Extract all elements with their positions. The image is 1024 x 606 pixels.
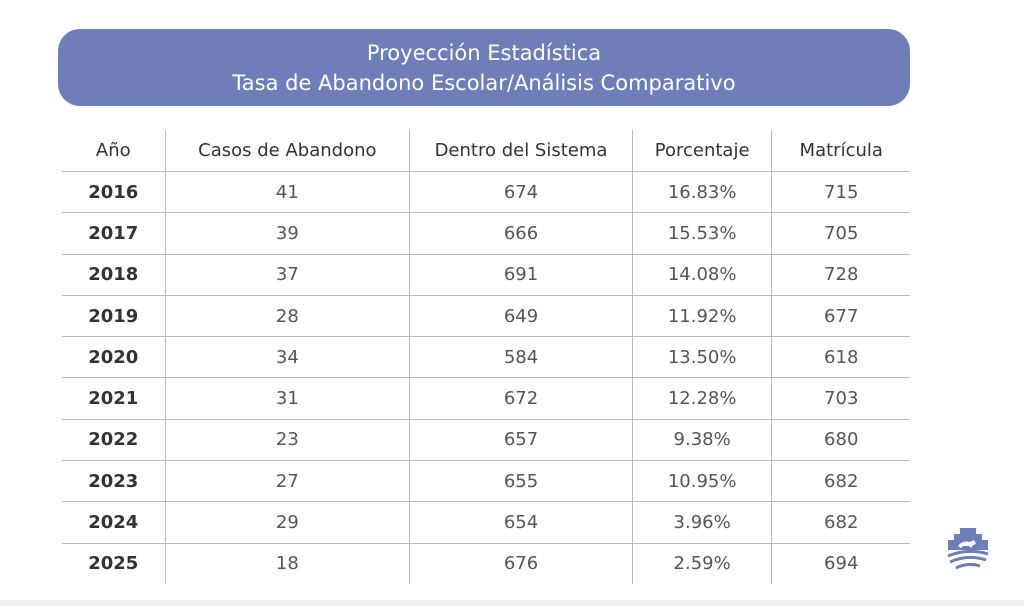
cell-dropout-cases: 29 [164, 501, 410, 544]
cell-year: 2022 [62, 418, 166, 461]
cell-dropout-cases: 23 [164, 418, 410, 461]
cell-year: 2024 [62, 501, 166, 544]
cell-year: 2018 [62, 253, 166, 296]
cell-in-system: 672 [409, 377, 633, 420]
column-header-percentage: Porcentaje [631, 130, 772, 172]
title-banner: Proyección Estadística Tasa de Abandono … [58, 29, 910, 106]
cell-percentage: 13.50% [631, 336, 772, 378]
table-row: 2017 39 666 15.53% 705 [62, 212, 910, 255]
cell-year: 2020 [62, 336, 166, 378]
title-line-1: Proyección Estadística [366, 40, 602, 65]
cell-in-system: 691 [409, 253, 633, 296]
cell-enrollment: 677 [771, 294, 910, 337]
cell-dropout-cases: 39 [164, 212, 410, 255]
column-header-year: Año [95, 140, 131, 161]
cell-in-system: 655 [409, 460, 633, 502]
cell-percentage: 15.53% [631, 212, 772, 255]
column-header-enrollment: Matrícula [771, 130, 910, 172]
cell-year: 2023 [62, 460, 166, 502]
cell-percentage: 10.95% [631, 460, 772, 502]
cell-enrollment: 682 [771, 501, 910, 544]
cell-dropout-cases: 37 [164, 253, 410, 296]
cell-enrollment: 728 [771, 253, 910, 296]
cell-in-system: 584 [409, 336, 633, 378]
table-header-row: Año Casos de Abandono Dentro del Sistema… [62, 130, 910, 172]
cell-percentage: 9.38% [631, 418, 772, 461]
title-line-2: Tasa de Abandono Escolar/Análisis Compar… [232, 70, 736, 95]
cell-year: 2021 [62, 377, 166, 420]
column-header-in-system: Dentro del Sistema [409, 130, 633, 172]
table-row: 2019 28 649 11.92% 677 [62, 294, 910, 337]
cell-enrollment: 618 [771, 336, 910, 378]
cell-enrollment: 682 [771, 460, 910, 502]
cell-percentage: 16.83% [631, 170, 772, 213]
institution-logo-icon [947, 528, 989, 570]
table-row: 2023 27 655 10.95% 682 [62, 460, 910, 502]
cell-in-system: 674 [409, 170, 633, 213]
cell-dropout-cases: 18 [164, 542, 410, 584]
cell-percentage: 3.96% [631, 501, 772, 544]
cell-year: 2019 [62, 294, 166, 337]
cell-enrollment: 694 [771, 542, 910, 584]
table-row: 2020 34 584 13.50% 618 [62, 336, 910, 378]
cell-enrollment: 703 [771, 377, 910, 420]
cell-in-system: 654 [409, 501, 633, 544]
cell-dropout-cases: 41 [164, 170, 410, 213]
cell-dropout-cases: 27 [164, 460, 410, 502]
column-header-dropout-cases: Casos de Abandono [164, 130, 410, 172]
cell-enrollment: 705 [771, 212, 910, 255]
cell-percentage: 12.28% [631, 377, 772, 420]
cell-dropout-cases: 31 [164, 377, 410, 420]
cell-in-system: 649 [409, 294, 633, 337]
table-row: 2018 37 691 14.08% 728 [62, 253, 910, 296]
table-row: 2025 18 676 2.59% 694 [62, 542, 910, 584]
table-row: 2024 29 654 3.96% 682 [62, 501, 910, 544]
cell-year: 2025 [62, 542, 166, 584]
cell-enrollment: 680 [771, 418, 910, 461]
cell-in-system: 657 [409, 418, 633, 461]
cell-dropout-cases: 34 [164, 336, 410, 378]
cell-year: 2017 [62, 212, 166, 255]
cell-percentage: 11.92% [631, 294, 772, 337]
table-row: 2021 31 672 12.28% 703 [62, 377, 910, 420]
dropout-table: Año Casos de Abandono Dentro del Sistema… [62, 130, 910, 584]
cell-year: 2016 [62, 170, 166, 213]
cell-in-system: 676 [409, 542, 633, 584]
cell-enrollment: 715 [771, 170, 910, 213]
cell-percentage: 2.59% [631, 542, 772, 584]
bottom-strip [0, 600, 1024, 606]
cell-dropout-cases: 28 [164, 294, 410, 337]
cell-percentage: 14.08% [631, 253, 772, 296]
table-row: 2016 41 674 16.83% 715 [62, 170, 910, 213]
table-row: 2022 23 657 9.38% 680 [62, 418, 910, 461]
cell-in-system: 666 [409, 212, 633, 255]
